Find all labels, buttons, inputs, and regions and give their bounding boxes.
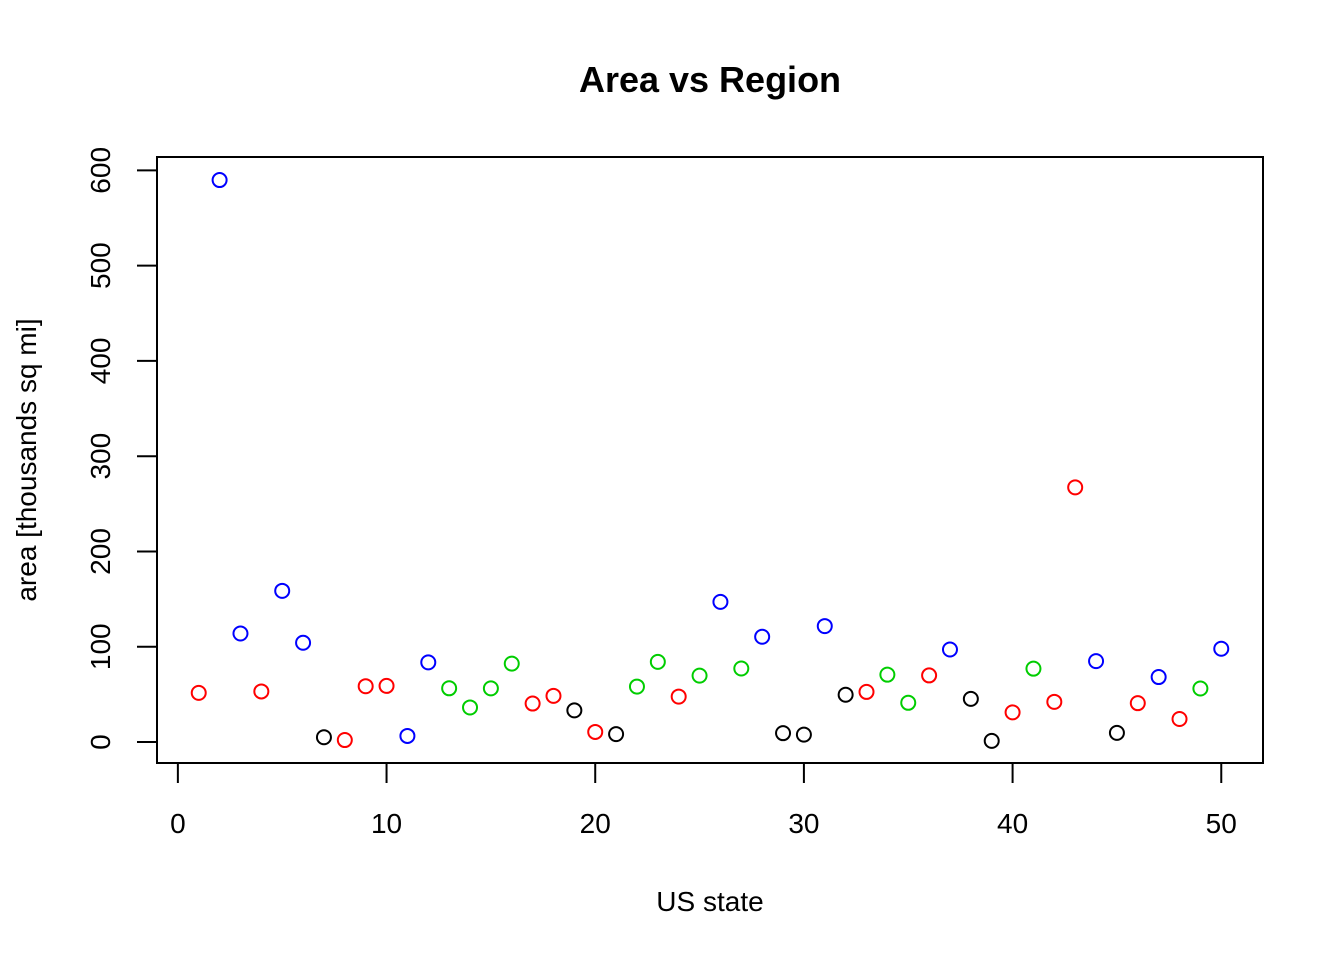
data-point: [503, 655, 520, 672]
data-point: [441, 680, 458, 697]
y-tick-label: 200: [85, 528, 116, 575]
data-point: [816, 618, 833, 635]
x-tick-label: 20: [580, 808, 611, 839]
data-point: [837, 686, 854, 703]
data-point: [754, 628, 771, 645]
y-tick-label: 400: [85, 338, 116, 385]
data-point: [1004, 704, 1021, 721]
data-point: [1108, 724, 1125, 741]
data-point: [1150, 669, 1167, 686]
data-points: [190, 172, 1230, 749]
data-point: [1067, 479, 1084, 496]
y-tick-label: 300: [85, 433, 116, 480]
data-point: [253, 683, 270, 700]
data-point: [420, 654, 437, 671]
data-point: [670, 688, 687, 705]
data-point: [482, 680, 499, 697]
x-axis: 0 10 20 30 40 50: [170, 762, 1237, 839]
data-point: [983, 732, 1000, 749]
data-point: [357, 678, 374, 695]
data-point: [1046, 693, 1063, 710]
x-tick-label: 10: [371, 808, 402, 839]
x-axis-label: US state: [656, 886, 763, 917]
data-point: [399, 727, 416, 744]
data-point: [921, 667, 938, 684]
data-point: [1213, 640, 1230, 657]
y-tick-label: 0: [85, 734, 116, 750]
data-point: [336, 732, 353, 749]
plot-box: [156, 156, 1264, 764]
data-point: [1025, 660, 1042, 677]
y-tick-label: 600: [85, 147, 116, 194]
data-point: [962, 690, 979, 707]
data-point: [378, 677, 395, 694]
data-point: [858, 683, 875, 700]
y-tick-label: 500: [85, 242, 116, 289]
data-point: [712, 593, 729, 610]
data-point: [545, 687, 562, 704]
data-point: [941, 641, 958, 658]
data-point: [1088, 653, 1105, 670]
data-point: [1129, 695, 1146, 712]
x-tick-label: 50: [1206, 808, 1237, 839]
data-point: [190, 684, 207, 701]
x-tick-label: 0: [170, 808, 186, 839]
data-point: [691, 667, 708, 684]
data-point: [649, 653, 666, 670]
data-point: [524, 695, 541, 712]
data-point: [1192, 680, 1209, 697]
data-point: [775, 725, 792, 742]
plot-area: [156, 156, 1264, 764]
chart-title: Area vs Region: [579, 59, 841, 100]
data-point: [628, 678, 645, 695]
y-axis-label: area [thousands sq mi]: [11, 318, 42, 601]
data-point: [232, 625, 249, 642]
data-point: [462, 699, 479, 716]
data-point: [879, 666, 896, 683]
data-point: [274, 582, 291, 599]
x-tick-label: 30: [788, 808, 819, 839]
data-point: [587, 723, 604, 740]
data-point: [211, 172, 228, 189]
data-point: [795, 726, 812, 743]
data-point: [1171, 710, 1188, 727]
data-point: [566, 702, 583, 719]
y-tick-label: 100: [85, 623, 116, 670]
y-axis: 0 100 200 300 400 500 600: [85, 147, 158, 750]
data-point: [608, 726, 625, 743]
data-point: [295, 634, 312, 651]
data-point: [315, 729, 332, 746]
data-point: [900, 694, 917, 711]
data-point: [733, 660, 750, 677]
x-tick-label: 40: [997, 808, 1028, 839]
